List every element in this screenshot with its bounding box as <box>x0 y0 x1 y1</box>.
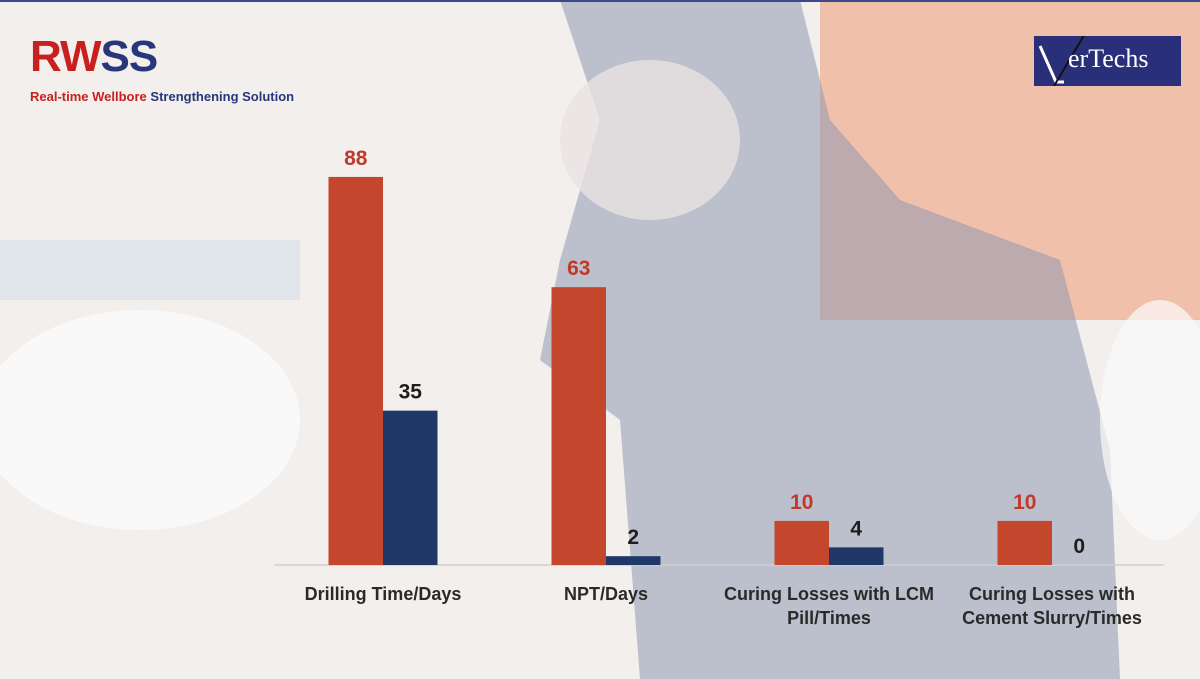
bar <box>775 521 830 565</box>
value-label: 10 <box>790 491 813 514</box>
value-label: 0 <box>1073 535 1085 558</box>
bar <box>998 521 1053 565</box>
x-tick-label: Curing Losses with Cement Slurry/Times <box>937 582 1167 630</box>
slide: RWSS Real-time Wellbore Strengthening So… <box>0 0 1200 679</box>
x-tick-label: NPT/Days <box>491 582 721 606</box>
value-label: 63 <box>567 257 590 280</box>
bar <box>329 177 384 565</box>
bar <box>552 287 607 565</box>
chart: 88 35 63 2 10 4 10 0 <box>0 0 1200 679</box>
bar <box>829 547 884 565</box>
x-tick-label: Curing Losses with LCM Pill/Times <box>714 582 944 630</box>
value-label: 88 <box>344 147 368 170</box>
bar <box>606 556 661 565</box>
value-label: 4 <box>850 517 862 540</box>
x-tick-label: Drilling Time/Days <box>268 582 498 606</box>
value-label: 2 <box>627 526 639 549</box>
bar <box>383 411 438 565</box>
value-label: 35 <box>399 381 423 404</box>
value-label: 10 <box>1013 491 1036 514</box>
